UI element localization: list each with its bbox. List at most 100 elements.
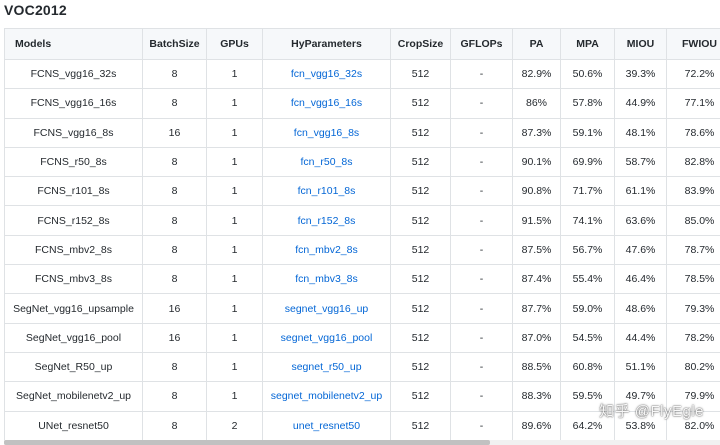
cell-mpa: 59.5% — [560, 381, 615, 412]
cell-cropsize: 512 — [390, 88, 451, 119]
cell-batchsize: 8 — [142, 234, 207, 266]
cell-miou: 39.3% — [614, 58, 667, 90]
cell-pa: 87.3% — [512, 117, 561, 148]
cell-cropsize: 512 — [390, 351, 451, 383]
hyparameters-link[interactable]: fcn_vgg16_32s — [290, 68, 363, 81]
horizontal-scrollbar[interactable] — [4, 440, 720, 445]
cell-cropsize: 512 — [390, 117, 451, 148]
cell-gflops: - — [450, 205, 513, 236]
cell-mpa: 64.2% — [560, 410, 615, 440]
column-header-fwiou: FWIOU — [666, 28, 720, 60]
hyparameters-link[interactable]: fcn_mbv2_8s — [295, 243, 358, 256]
scrollbar-thumb[interactable] — [4, 440, 490, 445]
cell-mpa: 71.7% — [560, 176, 615, 207]
cell-fwiou: 79.3% — [666, 293, 720, 324]
cell-hyparameters: fcn_r152_8s — [262, 205, 391, 236]
cell-miou: 49.7% — [614, 381, 667, 412]
hyparameters-link[interactable]: segnet_vgg16_pool — [280, 331, 373, 344]
column-header-cropsize: CropSize — [390, 28, 451, 60]
cell-mpa: 57.8% — [560, 88, 615, 119]
cell-batchsize: 8 — [142, 58, 207, 90]
hyparameters-link[interactable]: segnet_mobilenetv2_up — [270, 390, 383, 403]
cell-model: FCNS_r152_8s — [4, 205, 143, 236]
cell-fwiou: 77.1% — [666, 88, 720, 119]
hyparameters-link[interactable]: fcn_r101_8s — [297, 185, 356, 198]
hyparameters-link[interactable]: fcn_vgg16_8s — [293, 126, 360, 139]
cell-pa: 86% — [512, 88, 561, 119]
hyparameters-link[interactable]: fcn_mbv3_8s — [295, 273, 358, 286]
hyparameters-link[interactable]: segnet_r50_up — [291, 361, 362, 374]
cell-gpus: 1 — [206, 234, 263, 266]
cell-fwiou: 85.0% — [666, 205, 720, 236]
cell-cropsize: 512 — [390, 293, 451, 324]
cell-mpa: 59.0% — [560, 293, 615, 324]
cell-gpus: 1 — [206, 322, 263, 353]
cell-mpa: 50.6% — [560, 58, 615, 90]
cell-cropsize: 512 — [390, 322, 451, 353]
column-header-gpus: GPUs — [206, 28, 263, 60]
column-header-mpa: MPA — [560, 28, 615, 60]
cell-fwiou: 78.5% — [666, 264, 720, 295]
results-table-container[interactable]: Models BatchSize GPUs HyParameters CropS… — [4, 28, 720, 440]
cell-fwiou: 72.2% — [666, 58, 720, 90]
cell-model: UNet_resnet50 — [4, 410, 143, 440]
cell-hyparameters: fcn_r101_8s — [262, 176, 391, 207]
cell-mpa: 69.9% — [560, 146, 615, 178]
table-row: FCNS_vgg16_32s 8 1 fcn_vgg16_32s 512-82.9% 50… — [4, 58, 720, 90]
hyparameters-link[interactable]: fcn_r152_8s — [297, 214, 356, 227]
page-title: VOC2012 — [4, 2, 67, 18]
cell-miou: 58.7% — [614, 146, 667, 178]
table-row: SegNet_mobilenetv2_up 8 1 segnet_mobilenetv… — [4, 381, 720, 412]
table-row: FCNS_vgg16_8s 16 1 fcn_vgg16_8s 512-87.3% 59.… — [4, 117, 720, 148]
cell-hyparameters: segnet_vgg16_up — [262, 293, 391, 324]
hyparameters-link[interactable]: fcn_vgg16_16s — [290, 97, 363, 110]
cell-cropsize: 512 — [390, 264, 451, 295]
cell-pa: 90.8% — [512, 176, 561, 207]
cell-hyparameters: segnet_vgg16_pool — [262, 322, 391, 353]
cell-pa: 90.1% — [512, 146, 561, 178]
cell-fwiou: 79.9% — [666, 381, 720, 412]
cell-pa: 91.5% — [512, 205, 561, 236]
cell-hyparameters: fcn_r50_8s — [262, 146, 391, 178]
table-row: FCNS_r152_8s 8 1 fcn_r152_8s 512-91.5% 74.1% 6… — [4, 205, 720, 236]
cell-fwiou: 78.7% — [666, 234, 720, 266]
cell-mpa: 56.7% — [560, 234, 615, 266]
cell-batchsize: 8 — [142, 410, 207, 440]
watermark: 知乎 @FlyEgle — [599, 403, 704, 420]
cell-model: FCNS_r101_8s — [4, 176, 143, 207]
cell-gflops: - — [450, 264, 513, 295]
cell-mpa: 60.8% — [560, 351, 615, 383]
table-row: SegNet_vgg16_pool 16 1 segnet_vgg16_pool 512… — [4, 322, 720, 353]
cell-gflops: - — [450, 410, 513, 440]
cell-fwiou: 78.6% — [666, 117, 720, 148]
cell-pa: 87.0% — [512, 322, 561, 353]
cell-pa: 89.6% — [512, 410, 561, 440]
cell-hyparameters: fcn_mbv2_8s — [262, 234, 391, 266]
cell-hyparameters: fcn_vgg16_32s — [262, 58, 391, 90]
cell-gflops: - — [450, 293, 513, 324]
cell-miou: 46.4% — [614, 264, 667, 295]
cell-gflops: - — [450, 146, 513, 178]
hyparameters-link[interactable]: unet_resnet50 — [292, 419, 361, 432]
hyparameters-link[interactable]: segnet_vgg16_up — [284, 302, 369, 315]
cell-model: FCNS_vgg16_32s — [4, 58, 143, 90]
column-header-hyparameters: HyParameters — [262, 28, 391, 60]
cell-gflops: - — [450, 176, 513, 207]
column-header-models: Models — [4, 28, 143, 60]
cell-model: SegNet_vgg16_upsample — [4, 293, 143, 324]
hyparameters-link[interactable]: fcn_r50_8s — [300, 156, 353, 169]
cell-batchsize: 8 — [142, 264, 207, 295]
cell-batchsize: 8 — [142, 146, 207, 178]
cell-gflops: - — [450, 88, 513, 119]
cell-cropsize: 512 — [390, 176, 451, 207]
cell-batchsize: 16 — [142, 322, 207, 353]
cell-mpa: 55.4% — [560, 264, 615, 295]
cell-pa: 88.5% — [512, 351, 561, 383]
cell-hyparameters: segnet_r50_up — [262, 351, 391, 383]
cell-miou: 51.1% — [614, 351, 667, 383]
cell-model: SegNet_mobilenetv2_up — [4, 381, 143, 412]
cell-miou: 53.8% — [614, 410, 667, 440]
column-header-gflops: GFLOPs — [450, 28, 513, 60]
table-row: FCNS_vgg16_16s 8 1 fcn_vgg16_16s 512-86% 57.8… — [4, 88, 720, 119]
cell-cropsize: 512 — [390, 205, 451, 236]
